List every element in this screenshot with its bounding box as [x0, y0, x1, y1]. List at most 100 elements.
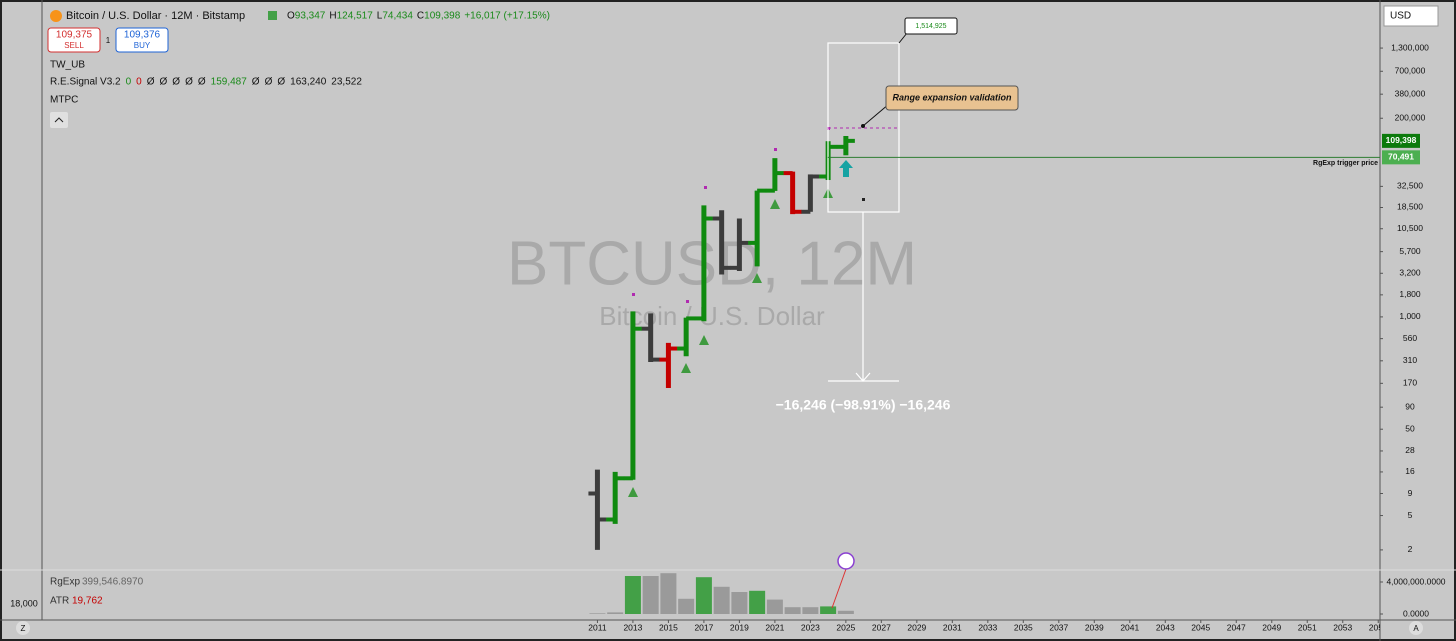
- volume-bar: [678, 598, 695, 614]
- x-tick-label: 2027: [872, 622, 891, 632]
- change: +16,017 (+17.15%): [464, 11, 550, 22]
- buy-label: BUY: [134, 41, 151, 50]
- y-tick-label: 560: [1403, 333, 1417, 343]
- watermark-name: Bitcoin / U.S. Dollar: [599, 301, 825, 331]
- scale-button-label: Z: [21, 624, 26, 633]
- indicator-value: 163,240: [290, 77, 327, 88]
- y-tick-label: 380,000: [1395, 88, 1426, 98]
- event-icon[interactable]: [837, 552, 855, 570]
- x-tick-label: 2049: [1262, 622, 1281, 632]
- callout-text: Range expansion validation: [892, 92, 1012, 102]
- flag: [268, 11, 277, 20]
- sell-label: SELL: [64, 41, 84, 50]
- trigger-name: RgExp trigger price: [1313, 160, 1378, 167]
- x-tick-label: 2033: [978, 622, 997, 632]
- callout-text: 1,514,925: [915, 23, 946, 30]
- y-tick-label: 1,300,000: [1391, 42, 1429, 52]
- sell-button[interactable]: [47, 27, 101, 53]
- scale-button-label: A: [1413, 624, 1419, 633]
- ohlc-value: 124,517: [337, 11, 374, 22]
- price-tag: [1382, 133, 1420, 148]
- indicator-value: Ø: [265, 77, 273, 88]
- y-tick-label: 0.0000: [1403, 608, 1429, 618]
- indicator-name[interactable]: R.E.Signal V3.2: [50, 77, 121, 88]
- callout-box: [904, 17, 958, 35]
- ohlc-key: C: [417, 11, 424, 22]
- volume-bar: [642, 576, 659, 614]
- indicator-name[interactable]: TW_UB: [50, 60, 85, 71]
- ohlc-key: L: [377, 11, 383, 22]
- measure-label: −16,246 (−98.91%) −16,246: [776, 397, 951, 413]
- ohlc-value: 74,434: [382, 11, 413, 22]
- collapse-icon: [54, 117, 64, 123]
- x-tick-label: 2039: [1085, 622, 1104, 632]
- x-tick-label: 2029: [907, 622, 926, 632]
- x-tick-label: 2021: [765, 622, 784, 632]
- dot: [862, 198, 865, 201]
- volume-bar: [713, 586, 730, 614]
- indicator-value: Ø: [160, 77, 168, 88]
- x-tick-label: 2015: [659, 622, 678, 632]
- buy-button[interactable]: [115, 27, 169, 53]
- indicator-value: 0: [136, 77, 142, 88]
- atr-value: 19,762: [72, 596, 103, 607]
- callout-anchor: [861, 124, 865, 128]
- y-tick-label: 50: [1405, 423, 1415, 433]
- x-tick-label: 2043: [1156, 622, 1175, 632]
- signal-arrow: [839, 160, 853, 177]
- indicator-value: Ø: [172, 77, 180, 88]
- logo: [50, 10, 62, 22]
- y-tick-label: 5: [1408, 510, 1413, 520]
- volume-bar: [784, 607, 801, 614]
- currency-select[interactable]: [1383, 5, 1439, 27]
- collapse-button[interactable]: [50, 112, 68, 128]
- indicator-value: Ø: [252, 77, 260, 88]
- ohlc-value: 93,347: [295, 11, 326, 22]
- callout-box: [885, 85, 1019, 111]
- scale-button[interactable]: [1409, 621, 1423, 635]
- x-tick-label: 2041: [1120, 622, 1139, 632]
- x-tick-label: 2013: [623, 622, 642, 632]
- volume-bar: [749, 590, 766, 614]
- indicator-value: Ø: [277, 77, 285, 88]
- indicator-value: 23,522: [331, 77, 362, 88]
- y-tick-label: 700,000: [1395, 66, 1426, 76]
- ohlc-value: 109,398: [424, 11, 461, 22]
- volume-bar: [624, 576, 641, 614]
- y-tick-label: 3,200: [1399, 268, 1421, 278]
- indicator-value: 0: [126, 77, 132, 88]
- x-tick-label: 2037: [1049, 622, 1068, 632]
- plot-area: 2011 2013 2015 2017 2019 2021 2023 2025 2027 2029…: [588, 136, 1380, 632]
- y-tick-label: 5,700: [1399, 246, 1421, 256]
- indicator-value: Ø: [147, 77, 155, 88]
- currency: USD: [1390, 11, 1411, 22]
- y-tick-label: 310: [1403, 355, 1417, 365]
- x-tick-label: 2017: [694, 622, 713, 632]
- x-tick-label: 2011: [588, 622, 607, 632]
- buy-price: 109,376: [124, 30, 161, 41]
- spread: 1: [106, 36, 111, 45]
- sell-price: 109,375: [56, 30, 93, 41]
- indicator-value: Ø: [185, 77, 193, 88]
- symbol-title[interactable]: Bitcoin / U.S. Dollar · 12M · Bitstamp: [66, 10, 245, 22]
- volume-reading: 399,546.8970: [82, 577, 144, 588]
- volume-bar: [837, 610, 854, 614]
- x-tick-label: 2023: [801, 622, 820, 632]
- price-tag: [1382, 150, 1420, 165]
- y-tick-label: 170: [1403, 378, 1417, 388]
- y-tick-label: 2: [1408, 544, 1413, 554]
- indicator-name[interactable]: MTPC: [50, 95, 78, 106]
- x-tick-label: 2051: [1298, 622, 1317, 632]
- watermark-symbol: BTCUSD, 12M: [507, 229, 917, 298]
- volume-bar: [731, 592, 748, 614]
- callout-pointer: [862, 103, 890, 127]
- scale-button[interactable]: [16, 621, 30, 635]
- x-tick-label: 2019: [730, 622, 749, 632]
- event-pointer: [831, 568, 847, 609]
- y-tick-label: 90: [1405, 401, 1415, 411]
- y-tick-label: 32,500: [1397, 181, 1423, 191]
- indicator-values: 0 0 Ø Ø Ø Ø Ø 159,487 Ø Ø Ø 163,240 23,522: [126, 77, 363, 88]
